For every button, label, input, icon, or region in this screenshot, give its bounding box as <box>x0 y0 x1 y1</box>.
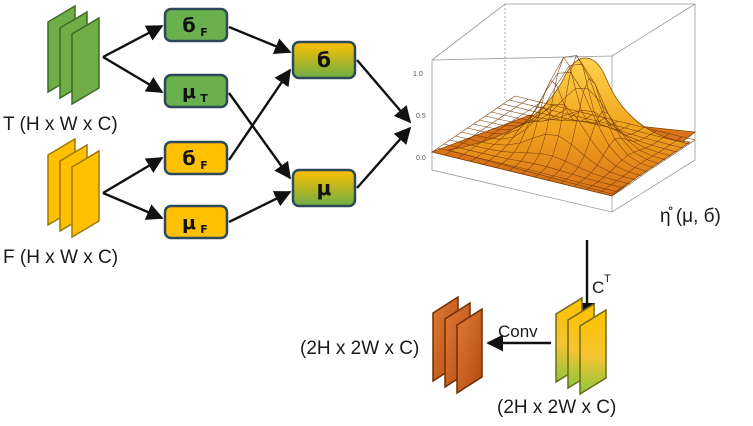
mu-f-symbol: μ <box>182 212 196 234</box>
conv-label: Conv <box>498 322 538 341</box>
surface-mesh-line <box>586 133 670 190</box>
distribution-label: η̊ (μ, б) <box>660 206 721 227</box>
surface-mesh-line <box>514 95 696 141</box>
surface-mesh-line <box>509 99 690 145</box>
sigma-f-box: б F <box>163 140 229 176</box>
surface-mesh-line <box>503 103 684 149</box>
sigma-f-subscript: F <box>200 159 208 172</box>
z-tick-05: 0.5 <box>416 113 426 120</box>
surface-mesh-line <box>560 111 644 184</box>
sigma-t-symbol: б <box>182 15 195 37</box>
mu-combined-symbol: μ <box>317 176 332 200</box>
transpose-superscript: T <box>604 273 611 285</box>
f-feature-stack <box>47 137 100 239</box>
sigma-f-symbol: б <box>182 148 195 170</box>
sigma-combined-symbol: б <box>317 48 331 72</box>
surface-mesh-line <box>479 63 660 164</box>
transpose-label: C <box>592 278 604 297</box>
t-input-label: T (H x W x C) <box>3 114 118 135</box>
combine-arrows <box>228 25 292 224</box>
input-arrows <box>102 24 164 220</box>
mu-combined-box: μ <box>291 168 357 208</box>
surface-mesh-line <box>491 109 672 157</box>
surface-mesh-line <box>598 136 683 194</box>
output-feature-stack <box>432 295 483 395</box>
output-size-label: (2H x 2W x C) <box>300 338 419 359</box>
surface-mesh-line <box>611 139 696 197</box>
surface-mesh-line <box>473 55 654 168</box>
t-feature-stack <box>47 4 100 106</box>
sigma-combined-box: б <box>291 40 357 80</box>
sigma-t-box: б F <box>163 7 229 43</box>
z-tick-1: 1.0 <box>413 71 423 78</box>
sigma-t-subscript: F <box>200 26 208 39</box>
z-tick-0: 0.0 <box>416 155 426 162</box>
mu-t-symbol: μ <box>182 81 196 103</box>
gaussian-surface-plot: 1.0 0.5 0.0 <box>413 3 697 213</box>
distribution-arrows <box>356 59 412 189</box>
upsampled-size-label: (2H x 2W x C) <box>497 397 616 418</box>
surface-mesh-line <box>485 88 666 161</box>
mu-f-box: μ F <box>163 204 229 240</box>
surface-mesh-line <box>573 130 657 187</box>
mu-t-box: μ T <box>163 73 229 109</box>
mu-t-subscript: T <box>200 92 208 105</box>
f-input-label: F (H x W x C) <box>3 247 118 268</box>
mu-f-subscript: F <box>200 223 208 236</box>
upsampled-feature-stack <box>555 296 607 396</box>
surface-mesh-line <box>497 107 678 153</box>
